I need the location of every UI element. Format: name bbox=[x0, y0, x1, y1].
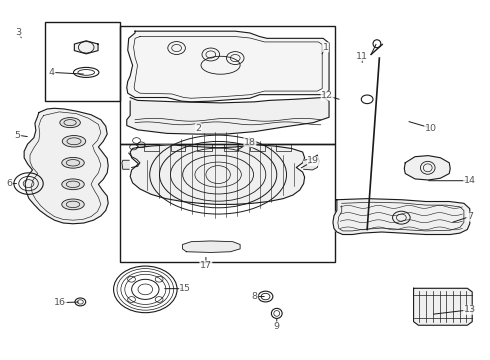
Text: 14: 14 bbox=[464, 176, 476, 185]
Ellipse shape bbox=[62, 157, 84, 168]
Bar bbox=[171, 144, 185, 150]
Polygon shape bbox=[404, 156, 450, 180]
Text: 2: 2 bbox=[196, 123, 201, 132]
Polygon shape bbox=[414, 288, 472, 325]
Text: 3: 3 bbox=[15, 28, 21, 37]
Polygon shape bbox=[127, 31, 329, 102]
Polygon shape bbox=[182, 241, 240, 252]
Text: 19: 19 bbox=[307, 157, 319, 166]
Text: 4: 4 bbox=[49, 68, 55, 77]
Text: 1: 1 bbox=[322, 43, 329, 52]
Ellipse shape bbox=[62, 179, 84, 190]
Bar bbox=[145, 144, 159, 150]
Text: 8: 8 bbox=[252, 292, 258, 301]
Bar bbox=[276, 144, 291, 150]
Text: 6: 6 bbox=[6, 179, 12, 188]
Text: 9: 9 bbox=[274, 322, 280, 331]
Text: 10: 10 bbox=[425, 123, 437, 132]
Bar bbox=[45, 22, 121, 101]
Text: 13: 13 bbox=[464, 305, 476, 314]
Bar bbox=[223, 144, 238, 150]
Polygon shape bbox=[122, 160, 129, 169]
Polygon shape bbox=[333, 199, 470, 234]
Polygon shape bbox=[74, 41, 98, 54]
Polygon shape bbox=[304, 155, 319, 170]
Bar bbox=[197, 144, 212, 150]
Ellipse shape bbox=[62, 135, 86, 147]
Bar bbox=[121, 26, 335, 144]
Text: 16: 16 bbox=[54, 298, 66, 307]
Bar bbox=[250, 144, 265, 150]
Ellipse shape bbox=[60, 118, 80, 128]
Text: 18: 18 bbox=[244, 138, 256, 147]
Polygon shape bbox=[24, 108, 108, 224]
Ellipse shape bbox=[62, 199, 84, 210]
Polygon shape bbox=[127, 98, 329, 134]
Text: 11: 11 bbox=[356, 52, 368, 61]
Bar bbox=[121, 144, 335, 262]
Text: 5: 5 bbox=[15, 131, 21, 140]
Text: 15: 15 bbox=[179, 284, 192, 293]
Text: 17: 17 bbox=[200, 261, 212, 270]
Text: 7: 7 bbox=[467, 212, 473, 221]
Text: 12: 12 bbox=[321, 91, 333, 100]
Polygon shape bbox=[130, 145, 305, 204]
